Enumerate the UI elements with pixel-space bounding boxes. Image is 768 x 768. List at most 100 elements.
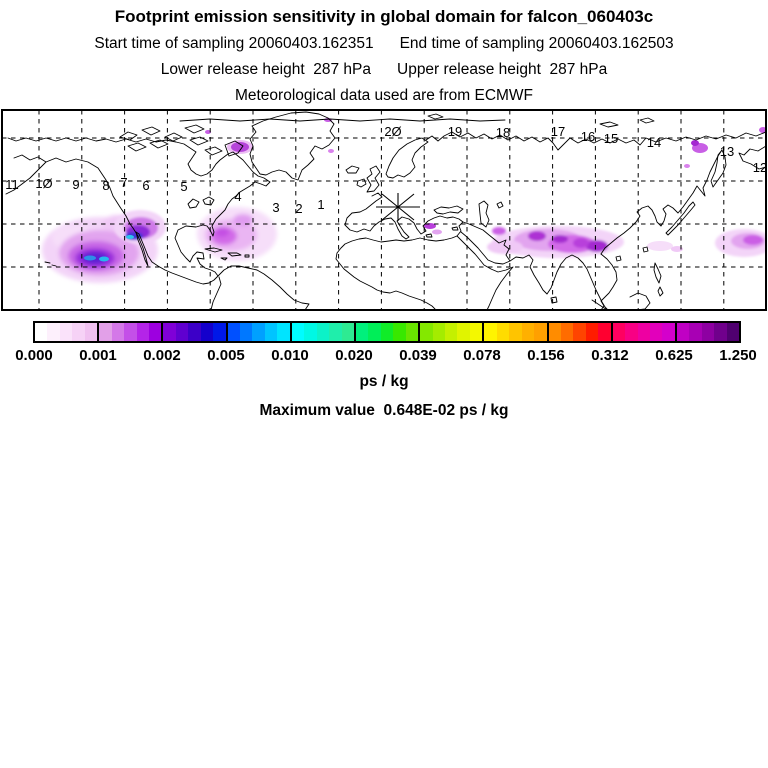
plume-core-cyan bbox=[84, 255, 96, 261]
trajectory-marker: 11 bbox=[5, 177, 19, 192]
colorbar-tick-label: 0.005 bbox=[207, 347, 245, 364]
colorbar-segment bbox=[353, 323, 419, 341]
colorbar-labels: 0.000 0.001 0.002 0.005 0.010 0.020 0.039 0.078… bbox=[0, 347, 768, 367]
plume-spot bbox=[205, 130, 211, 134]
trajectory-marker: 7 bbox=[120, 175, 127, 190]
start-time-text: Start time of sampling 20060403.162351 bbox=[94, 35, 374, 52]
trajectory-marker: 16 bbox=[581, 129, 595, 144]
plume-spot bbox=[647, 241, 673, 251]
colorbar-segment bbox=[97, 323, 162, 341]
colorbar-tick-label: 0.078 bbox=[463, 347, 501, 364]
trajectory-marker: 6 bbox=[142, 178, 149, 193]
colorbar-segment bbox=[289, 323, 354, 341]
page-title: Footprint emission sensitivity in global… bbox=[114, 7, 654, 26]
colorbar-cell bbox=[445, 323, 458, 341]
colorbar-cell bbox=[124, 323, 137, 341]
colorbar-cell bbox=[227, 323, 240, 341]
plume-atlantic bbox=[197, 207, 277, 261]
colorbar-cell bbox=[650, 323, 663, 341]
colorbar-tick-label: 0.312 bbox=[591, 347, 629, 364]
coast-east-asia bbox=[600, 149, 723, 255]
colorbar-cell bbox=[432, 323, 445, 341]
trajectory-marker: 8 bbox=[102, 178, 109, 193]
colorbar-segment bbox=[674, 323, 740, 341]
colorbar-cell bbox=[585, 323, 599, 341]
end-time-text: End time of sampling 20060403.162503 bbox=[399, 35, 674, 52]
caspian-aral bbox=[478, 200, 504, 228]
colorbar-cell bbox=[689, 323, 702, 341]
plume-spot bbox=[759, 127, 765, 133]
colorbar-cell bbox=[355, 323, 369, 341]
coast-maritime-se-asia bbox=[591, 262, 664, 309]
arctic-islands-canada bbox=[119, 124, 244, 157]
colorbar-cell bbox=[47, 323, 60, 341]
colorbar-cell bbox=[573, 323, 586, 341]
plume-spot bbox=[671, 246, 683, 252]
colorbar-cell bbox=[534, 323, 547, 341]
med-islands bbox=[425, 226, 459, 238]
plume-california bbox=[114, 210, 166, 244]
coast-british-isles bbox=[356, 165, 381, 193]
trajectory-marker: 5 bbox=[180, 179, 187, 194]
colorbar-tick-label: 1.250 bbox=[719, 347, 757, 364]
colorbar-cell bbox=[148, 323, 162, 341]
trajectory-marker: 12 bbox=[753, 160, 767, 175]
colorbar-cell bbox=[662, 323, 675, 341]
colorbar-units: ps / kg bbox=[359, 373, 409, 390]
coast-south-america bbox=[210, 265, 310, 309]
colorbar-cell bbox=[368, 323, 381, 341]
lower-release-text: Lower release height 287 hPa bbox=[160, 61, 371, 78]
coast-siberia bbox=[425, 131, 765, 151]
colorbar-cell bbox=[598, 323, 611, 341]
coast-arabia-horn bbox=[456, 221, 514, 309]
black-sea bbox=[433, 205, 464, 215]
colorbar-cell bbox=[59, 323, 73, 341]
coast-india bbox=[509, 254, 608, 309]
trajectory-marker: 17 bbox=[551, 124, 565, 139]
release-heights-row: Lower release height 287 hPa Upper relea… bbox=[0, 61, 768, 79]
plume-japan-east bbox=[715, 229, 765, 257]
colorbar-cell bbox=[726, 323, 740, 341]
coast-europe-africa bbox=[335, 192, 464, 309]
coast-kamchatka bbox=[710, 149, 727, 188]
trajectory-marker: 19 bbox=[448, 124, 462, 139]
coastlines bbox=[5, 111, 765, 309]
colorbar-tick-label: 0.000 bbox=[15, 347, 53, 364]
arctic-coast-line bbox=[179, 118, 506, 122]
colorbar-cell bbox=[701, 323, 715, 341]
great-lakes bbox=[187, 196, 215, 209]
colorbar-cell bbox=[252, 323, 265, 341]
coast-greenland bbox=[249, 111, 336, 181]
colorbar-cell bbox=[393, 323, 406, 341]
plume-spot bbox=[432, 229, 442, 235]
colorbar-cell bbox=[420, 323, 433, 341]
colorbar-tick-label: 0.001 bbox=[79, 347, 117, 364]
colorbar-cell bbox=[625, 323, 638, 341]
gridlines bbox=[3, 111, 765, 309]
colorbar-tick-label: 0.039 bbox=[399, 347, 437, 364]
colorbar-cell bbox=[612, 323, 626, 341]
hawaii bbox=[44, 261, 57, 267]
colorbar-segment bbox=[418, 323, 483, 341]
colorbar-tick-label: 0.010 bbox=[271, 347, 309, 364]
colorbar-segment bbox=[546, 323, 611, 341]
met-data-text: Meteorological data used are from ECMWF bbox=[234, 87, 534, 104]
max-value-text: Maximum value 0.648E-02 ps / kg bbox=[259, 402, 509, 419]
colorbar-segment bbox=[610, 323, 675, 341]
colorbar-cell bbox=[457, 323, 470, 341]
colorbar-cell bbox=[341, 323, 354, 341]
colorbar-cell bbox=[291, 323, 305, 341]
colorbar-cell bbox=[676, 323, 690, 341]
coast-iceland bbox=[345, 165, 360, 174]
colorbar-cell bbox=[175, 323, 189, 341]
release-marker-asterisk bbox=[376, 193, 420, 221]
taiwan-hainan bbox=[615, 246, 649, 262]
plume-asia bbox=[487, 226, 624, 258]
arctic-islands-eurasia bbox=[427, 113, 655, 128]
colorbar-cell bbox=[84, 323, 98, 341]
trajectory-marker: 2 bbox=[295, 201, 302, 216]
colorbar-cell bbox=[213, 323, 226, 341]
colorbar-cell bbox=[469, 323, 483, 341]
